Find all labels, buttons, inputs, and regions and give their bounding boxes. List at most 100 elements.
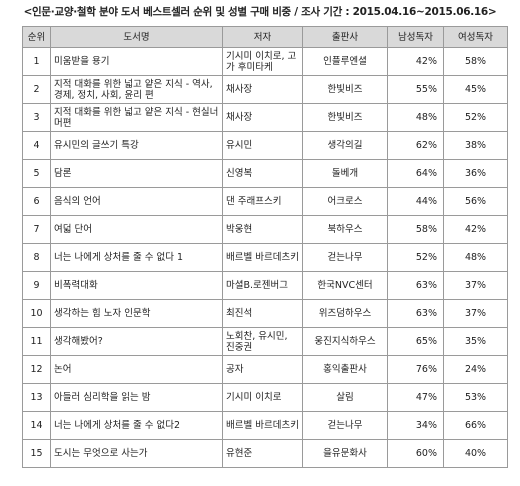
table-cell: 66% <box>443 411 508 440</box>
table-cell: 58% <box>387 215 444 244</box>
bestseller-table: 순위 도서명 저자 출판사 남성독자 여성독자 1 미움받을 용기 기시미 이치로, 고가 후… <box>22 26 508 468</box>
table-cell: 유현준 <box>222 439 303 468</box>
table-cell: 북하우스 <box>302 215 388 244</box>
table-row: 6 음식의 언어 댄 주래프스키 어크로스 44% 56% <box>22 187 508 216</box>
column-header: 여성독자 <box>443 26 508 48</box>
table-row: 1 미움받을 용기 기시미 이치로, 고가 후미타케 인플루엔셜 42% 58% <box>22 47 508 76</box>
table-cell: 56% <box>443 187 508 216</box>
table-cell: 유시민 <box>222 131 303 160</box>
table-body: 1 미움받을 용기 기시미 이치로, 고가 후미타케 인플루엔셜 42% 58% 2 지적 대… <box>22 47 508 468</box>
table-cell: 63% <box>387 271 444 300</box>
table-cell: 7 <box>22 215 51 244</box>
table-cell: 15 <box>22 439 51 468</box>
table-cell: 지적 대화를 위한 넓고 얕은 지식 - 현실너머편 <box>50 103 223 132</box>
table-cell: 배르벨 바르데츠키 <box>222 243 303 272</box>
table-cell: 노회찬, 유시민, 진중권 <box>222 327 303 356</box>
table-cell: 배르벨 바르데츠키 <box>222 411 303 440</box>
table-cell: 24% <box>443 355 508 384</box>
table-cell: 36% <box>443 159 508 188</box>
table-cell: 38% <box>443 131 508 160</box>
table-cell: 비폭력대화 <box>50 271 223 300</box>
table-cell: 홍익출판사 <box>302 355 388 384</box>
table-cell: 지적 대화를 위한 넓고 얕은 지식 - 역사, 경제, 정치, 사회, 윤리 … <box>50 75 223 104</box>
table-cell: 걷는나무 <box>302 411 388 440</box>
table-row: 12 논어 공자 홍익출판사 76% 24% <box>22 355 508 384</box>
table-cell: 63% <box>387 299 444 328</box>
table-cell: 을유문화사 <box>302 439 388 468</box>
table-cell: 8 <box>22 243 51 272</box>
table-cell: 채사장 <box>222 103 303 132</box>
table-cell: 5 <box>22 159 51 188</box>
table-cell: 걷는나무 <box>302 243 388 272</box>
table-cell: 한국NVC센터 <box>302 271 388 300</box>
table-cell: 76% <box>387 355 444 384</box>
table-cell: 48% <box>387 103 444 132</box>
table-cell: 한빛비즈 <box>302 103 388 132</box>
table-cell: 14 <box>22 411 51 440</box>
table-cell: 42% <box>387 47 444 76</box>
table-cell: 마셜B.로젠버그 <box>222 271 303 300</box>
table-cell: 3 <box>22 103 51 132</box>
column-header: 남성독자 <box>387 26 444 48</box>
table-cell: 2 <box>22 75 51 104</box>
table-cell: 45% <box>443 75 508 104</box>
column-header: 도서명 <box>50 26 223 48</box>
table-row: 9 비폭력대화 마셜B.로젠버그 한국NVC센터 63% 37% <box>22 271 508 300</box>
table-cell: 4 <box>22 131 51 160</box>
table-cell: 10 <box>22 299 51 328</box>
table-cell: 공자 <box>222 355 303 384</box>
header-row: 순위 도서명 저자 출판사 남성독자 여성독자 <box>22 26 508 48</box>
table-cell: 52% <box>387 243 444 272</box>
table-cell: 48% <box>443 243 508 272</box>
table-cell: 12 <box>22 355 51 384</box>
table-cell: 9 <box>22 271 51 300</box>
table-row: 5 담론 신영복 돌베개 64% 36% <box>22 159 508 188</box>
table-row: 3 지적 대화를 위한 넓고 얕은 지식 - 현실너머편 채사장 한빛비즈 48% 52% <box>22 103 508 132</box>
table-row: 11 생각해봤어? 노회찬, 유시민, 진중권 웅진지식하우스 65% 35% <box>22 327 508 356</box>
table-cell: 담론 <box>50 159 223 188</box>
table-cell: 6 <box>22 187 51 216</box>
table-cell: 기시미 이치로, 고가 후미타케 <box>222 47 303 76</box>
table-cell: 유시민의 글쓰기 특강 <box>50 131 223 160</box>
table-cell: 도시는 무엇으로 사는가 <box>50 439 223 468</box>
table-cell: 55% <box>387 75 444 104</box>
table-cell: 생각해봤어? <box>50 327 223 356</box>
table-cell: 52% <box>443 103 508 132</box>
table-cell: 너는 나에게 상처를 줄 수 없다2 <box>50 411 223 440</box>
table-cell: 1 <box>22 47 51 76</box>
column-header: 순위 <box>22 26 51 48</box>
table-cell: 최진석 <box>222 299 303 328</box>
table-cell: 웅진지식하우스 <box>302 327 388 356</box>
table-row: 2 지적 대화를 위한 넓고 얕은 지식 - 역사, 경제, 정치, 사회, 윤리… <box>22 75 508 104</box>
column-header: 저자 <box>222 26 303 48</box>
table-cell: 아들러 심리학을 읽는 밤 <box>50 383 223 412</box>
table-row: 8 너는 나에게 상처를 줄 수 없다 1 배르벨 바르데츠키 걷는나무 52% 48% <box>22 243 508 272</box>
table-cell: 13 <box>22 383 51 412</box>
table-cell: 미움받을 용기 <box>50 47 223 76</box>
table-cell: 박웅현 <box>222 215 303 244</box>
table-cell: 58% <box>443 47 508 76</box>
table-cell: 11 <box>22 327 51 356</box>
table-cell: 신영복 <box>222 159 303 188</box>
table-cell: 64% <box>387 159 444 188</box>
table-cell: 생각하는 힘 노자 인문학 <box>50 299 223 328</box>
table-cell: 53% <box>443 383 508 412</box>
table-cell: 47% <box>387 383 444 412</box>
table-cell: 한빛비즈 <box>302 75 388 104</box>
table-cell: 너는 나에게 상처를 줄 수 없다 1 <box>50 243 223 272</box>
table-row: 7 여덟 단어 박웅현 북하우스 58% 42% <box>22 215 508 244</box>
column-header: 출판사 <box>302 26 388 48</box>
table-cell: 60% <box>387 439 444 468</box>
table-cell: 생각의길 <box>302 131 388 160</box>
table-cell: 37% <box>443 299 508 328</box>
title: <인문·교양·철학 분야 도서 베스트셀러 순위 및 성별 구매 비중 / 조사… <box>23 6 497 18</box>
table-cell: 어크로스 <box>302 187 388 216</box>
table-row: 13 아들러 심리학을 읽는 밤 기시미 이치로 살림 47% 53% <box>22 383 508 412</box>
table-cell: 65% <box>387 327 444 356</box>
table-cell: 44% <box>387 187 444 216</box>
table-cell: 42% <box>443 215 508 244</box>
table-cell: 35% <box>443 327 508 356</box>
table-cell: 40% <box>443 439 508 468</box>
table-cell: 논어 <box>50 355 223 384</box>
